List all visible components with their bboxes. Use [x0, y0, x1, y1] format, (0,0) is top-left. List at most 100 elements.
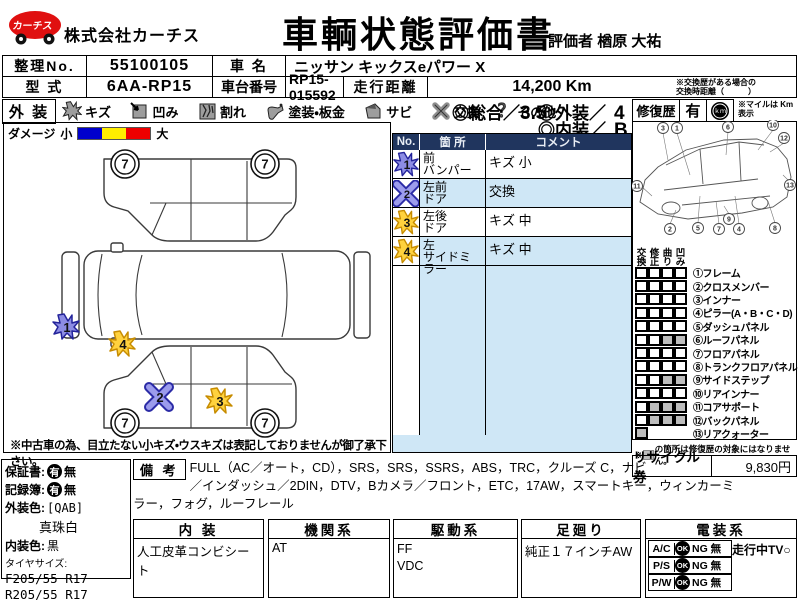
svg-text:7: 7	[121, 157, 128, 172]
frame-callout-10: 10	[767, 120, 779, 131]
doc-info-box: 保証書: 有 無 記録簿: 有 無 外装色: [QAB] 真珠白 内装色: 黒 …	[1, 459, 131, 600]
interior-color-row: 内装色: 黒	[5, 539, 60, 553]
comment: キズ 中	[486, 208, 631, 237]
frame-check-row: ⑩リアインナー	[635, 387, 795, 401]
exterior-color-name: 真珠白	[39, 520, 79, 535]
frame-check-grid: ①フレーム ②クロスメンバー ③インナー ④ピラー(A・B・C・D) ⑤ダッシュパネル ⑥…	[635, 266, 798, 441]
svg-text:7: 7	[261, 416, 268, 431]
frame-check-row: ⑨サイドステップ	[635, 373, 795, 388]
paint-icon	[267, 103, 284, 120]
svg-text:5: 5	[696, 226, 700, 233]
damage-rows-empty	[393, 266, 631, 435]
frame-callout-13: 13	[784, 179, 796, 191]
svg-text:1: 1	[404, 158, 411, 172]
electrical-row-ps: P/S OK NG 無	[648, 557, 732, 574]
remarks-text: FULL（AC／オート，CD），SRS，SRS，SSRS，ABS，TRC，クルー…	[133, 461, 735, 511]
grid-cell	[635, 320, 648, 333]
page-title: 車輌状態評価書	[282, 14, 556, 55]
frame-check-row: ①フレーム	[635, 266, 795, 281]
frame-part-label: ③インナー	[693, 295, 741, 307]
car-name-label: 車 名	[212, 55, 286, 77]
svg-text:4: 4	[737, 227, 741, 234]
grid-cell	[635, 280, 648, 293]
marker-icon-1: 1	[393, 151, 419, 176]
legend-scratch: キズ	[62, 101, 111, 121]
frame-part-label: ②クロスメンバー	[693, 282, 770, 294]
frame-check-row: ⑦フロアパネル	[635, 346, 795, 361]
grid-cell	[648, 360, 661, 373]
frame-panel	[632, 121, 797, 440]
svg-text:3: 3	[404, 216, 411, 230]
drive-value: FF VDC	[397, 542, 424, 573]
damage-scale: ダメージ 小 大	[8, 127, 169, 141]
grid-cell	[661, 333, 674, 346]
grid-cell	[635, 360, 648, 373]
grid-cell	[648, 320, 661, 333]
drive-box: 駆動系 FF VDC	[393, 519, 518, 598]
svg-text:8: 8	[773, 226, 777, 233]
damage-marker-1: 1	[52, 313, 80, 340]
ok-badge: OK	[675, 558, 690, 573]
svg-text:3: 3	[216, 394, 223, 409]
svg-text:9: 9	[727, 217, 731, 224]
rating-overall: ◎総合／3.5	[452, 103, 547, 124]
frame-check-row: ⑤ダッシュパネル	[635, 320, 795, 334]
frame-part-label: ⑧トランクフロアパネル	[693, 362, 798, 374]
frame-callout-2: 2	[664, 223, 676, 235]
tire-front: F205/55 R17	[5, 571, 88, 586]
other-icon: ？	[498, 101, 514, 121]
frame-part-label: ⑥ルーフパネル	[693, 336, 759, 348]
repair-history-value: 有	[679, 99, 707, 122]
grid-cell	[661, 306, 674, 319]
part-name: 左後 ドア	[420, 208, 486, 237]
frame-part-label: ⑫バックパネル	[693, 416, 760, 428]
frame-check-col-headers: 交換 修正 曲り 凹み	[636, 248, 686, 268]
svg-text:7: 7	[261, 157, 268, 172]
exterior-color-row: 外装色: [QAB]	[5, 500, 84, 516]
grid-cell	[635, 293, 648, 306]
frame-callout-3: 3	[657, 122, 669, 134]
part-name: 左前 ドア	[420, 179, 486, 208]
frame-part-label: ⑨サイドステップ	[693, 376, 770, 388]
grid-cell	[661, 280, 674, 293]
grid-cell	[661, 373, 674, 386]
grid-cell	[635, 347, 648, 360]
remarks-label: 備 考	[133, 459, 186, 480]
frame-callout-9: 9	[723, 213, 735, 225]
svg-text:11: 11	[633, 184, 641, 191]
frame-part-label: ⑤ダッシュパネル	[693, 322, 770, 334]
grid-cell	[648, 373, 661, 386]
frame-part-label: ①フレーム	[693, 269, 741, 281]
ref-no-value: 55100105	[86, 55, 213, 77]
electrical-row-pw: P/W OK NG 無	[648, 574, 732, 591]
evaluator-label: 評価者	[548, 33, 594, 50]
svg-text:10: 10	[769, 123, 777, 130]
rust-icon	[365, 103, 381, 119]
replace-icon	[432, 102, 450, 120]
svg-text:4: 4	[119, 337, 127, 352]
grid-cell	[674, 306, 687, 319]
grid-cell	[674, 387, 687, 400]
frame-callout-5: 5	[692, 222, 704, 234]
damage-marker-2: 2	[149, 387, 169, 407]
grid-cell	[635, 333, 648, 346]
grid-cell	[661, 413, 674, 426]
interior-value: 人工皮革コンビシート	[137, 545, 250, 578]
mileage-label: 走行距離	[343, 76, 428, 98]
warranty-row: 保証書: 有 無	[5, 464, 77, 479]
frame-check-row: ⑫バックパネル	[635, 413, 795, 428]
grid-cell	[635, 266, 648, 279]
part-name: 前 バンパー	[420, 150, 486, 179]
tire-depth-badge: 7	[250, 149, 280, 179]
electrical-box: 電装系 A/C OK NG 無 P/S OK NG 無 P/W OK NG 無 …	[645, 519, 797, 598]
grid-cell	[674, 320, 687, 333]
recycle-value: 9,830円	[711, 455, 797, 477]
odometer-icon: ｋｍ	[711, 101, 729, 120]
grid-cell	[674, 373, 687, 386]
grid-cell	[648, 413, 661, 426]
legend-rust: サビ	[363, 101, 412, 121]
svg-text:3: 3	[661, 126, 665, 133]
grid-cell	[674, 280, 687, 293]
mileage-value: 14,200 Km	[512, 78, 592, 95]
grid-cell	[648, 306, 661, 319]
